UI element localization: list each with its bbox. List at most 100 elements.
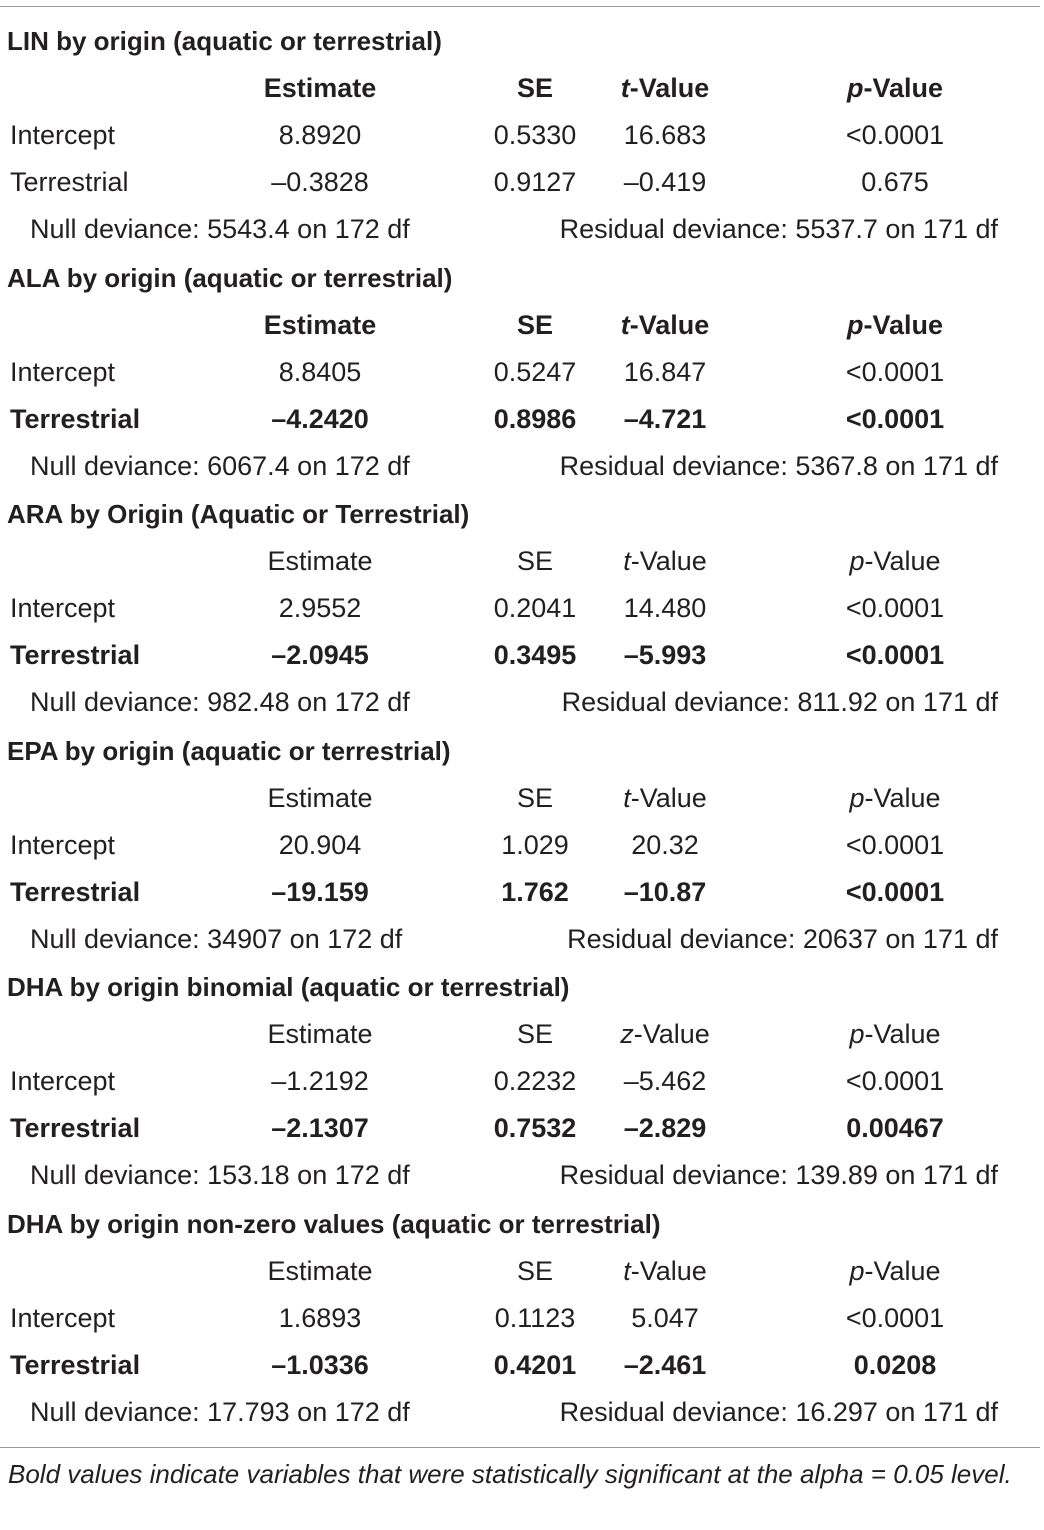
header-statistic: t-Value: [595, 775, 735, 822]
null-deviance: Null deviance: 153.18 on 172 df: [30, 1160, 410, 1191]
se-cell: 0.5247: [493, 356, 577, 387]
residual-deviance: Residual deviance: 20637 on 171 df: [567, 923, 998, 954]
p-value-cell: 0.0208: [853, 1350, 937, 1380]
header-statistic-letter: t: [623, 546, 631, 577]
header-estimate: Estimate: [267, 546, 373, 577]
header-se: SE: [516, 782, 554, 813]
se-cell: 1.029: [501, 829, 569, 860]
column-header-row: Estimate SE t-Value p-Value: [0, 1248, 1044, 1295]
row-label: Intercept: [10, 1066, 116, 1097]
deviance-row: Null deviance: 5543.4 on 172 df Residual …: [0, 206, 1044, 253]
estimate-cell: –2.1307: [271, 1113, 369, 1144]
header-p-letter: p: [849, 782, 865, 813]
header-se: SE: [516, 1256, 554, 1286]
statistic-cell: –2.829: [623, 1113, 707, 1144]
header-se: SE: [516, 546, 554, 577]
row-label: Intercept: [10, 593, 116, 624]
section-title: ALA by origin (aquatic or terrestrial): [7, 262, 453, 293]
statistic-cell: –4.721: [623, 403, 707, 434]
table-row: Terrestrial –19.159 1.762 –10.87 <0.0001: [0, 869, 1044, 916]
column-header-row: Estimate SE z-Value p-Value: [0, 1011, 1044, 1058]
table-row: Terrestrial –2.1307 0.7532 –2.829 0.00467: [0, 1105, 1044, 1152]
header-statistic-suffix: -Value: [629, 73, 710, 103]
se-cell: 0.9127: [493, 167, 577, 197]
header-p-suffix: -Value: [863, 309, 944, 340]
table-footnote: Bold values indicate variables that were…: [8, 1459, 1012, 1489]
null-deviance: Null deviance: 6067.4 on 172 df: [30, 450, 410, 481]
column-header-row: Estimate SE t-Value p-Value: [0, 775, 1044, 822]
header-estimate: Estimate: [267, 1256, 373, 1286]
deviance-row: Null deviance: 34907 on 172 df Residual d…: [0, 916, 1044, 963]
header-p-value: p-Value: [795, 1011, 995, 1058]
row-label: Terrestrial: [10, 1113, 141, 1144]
null-deviance: Null deviance: 982.48 on 172 df: [30, 687, 410, 718]
table-section: ARA by Origin (Aquatic or Terrestrial) Es…: [0, 490, 1044, 726]
residual-deviance: Residual deviance: 811.92 on 171 df: [561, 687, 998, 718]
header-statistic-letter: t: [623, 782, 631, 813]
row-label: Intercept: [10, 829, 116, 860]
row-label: Intercept: [10, 1303, 116, 1333]
table-section: DHA by origin binomial (aquatic or terre…: [0, 963, 1044, 1199]
residual-deviance: Residual deviance: 16.297 on 171 df: [559, 1397, 998, 1427]
header-p-letter: p: [849, 546, 865, 577]
se-cell: 0.2041: [493, 593, 577, 624]
p-value-cell: <0.0001: [845, 876, 945, 907]
row-label: Terrestrial: [10, 640, 141, 671]
deviance-row: Null deviance: 17.793 on 172 df Residual …: [0, 1389, 1044, 1436]
header-p-value: p-Value: [795, 1248, 995, 1295]
se-cell: 0.3495: [493, 640, 577, 671]
header-statistic-letter: t: [620, 309, 630, 340]
header-se: SE: [516, 1019, 554, 1050]
se-cell: 0.5330: [493, 120, 577, 150]
header-p-value: p-Value: [795, 775, 995, 822]
table-section: LIN by origin (aquatic or terrestrial) Es…: [0, 17, 1044, 253]
null-deviance: Null deviance: 5543.4 on 172 df: [30, 214, 410, 244]
table-row: Intercept –1.2192 0.2232 –5.462 <0.0001: [0, 1058, 1044, 1105]
column-header-row: Estimate SE t-Value p-Value: [0, 302, 1044, 349]
table-section: DHA by origin non-zero values (aquatic o…: [0, 1200, 1044, 1436]
row-label: Terrestrial: [10, 876, 141, 907]
header-statistic-suffix: -Value: [629, 309, 710, 340]
table-section: ALA by origin (aquatic or terrestrial) Es…: [0, 254, 1044, 490]
row-label: Terrestrial: [10, 1350, 141, 1380]
table-section: EPA by origin (aquatic or terrestrial) Es…: [0, 727, 1044, 963]
header-statistic: t-Value: [595, 538, 735, 585]
statistic-cell: 5.047: [631, 1303, 699, 1333]
header-p-letter: p: [849, 1019, 865, 1050]
p-value-cell: <0.0001: [845, 120, 945, 150]
table-row: Intercept 20.904 1.029 20.32 <0.0001: [0, 822, 1044, 869]
header-statistic: t-Value: [595, 65, 735, 112]
se-cell: 0.1123: [494, 1303, 576, 1333]
header-statistic-suffix: -Value: [633, 1019, 710, 1050]
table-top-rule: [0, 6, 1040, 7]
null-deviance: Null deviance: 34907 on 172 df: [30, 923, 403, 954]
p-value-cell: <0.0001: [845, 356, 945, 387]
se-cell: 0.2232: [493, 1066, 577, 1097]
row-label: Intercept: [10, 120, 116, 150]
null-deviance: Null deviance: 17.793 on 172 df: [30, 1397, 410, 1427]
section-title: ARA by Origin (Aquatic or Terrestrial): [7, 499, 470, 530]
p-value-cell: 0.675: [861, 167, 929, 197]
estimate-cell: 8.8405: [278, 356, 362, 387]
header-statistic: t-Value: [595, 1248, 735, 1295]
deviance-row: Null deviance: 6067.4 on 172 df Residual …: [0, 443, 1044, 490]
se-cell: 0.8986: [493, 403, 577, 434]
header-statistic: z-Value: [595, 1011, 735, 1058]
header-p-suffix: -Value: [864, 782, 941, 813]
row-label: Terrestrial: [10, 167, 129, 197]
estimate-cell: –2.0945: [271, 640, 369, 671]
section-title: DHA by origin non-zero values (aquatic o…: [7, 1209, 661, 1239]
header-p-suffix: -Value: [864, 1019, 941, 1050]
estimate-cell: –1.2192: [271, 1066, 369, 1097]
p-value-cell: <0.0001: [845, 1303, 945, 1333]
p-value-cell: <0.0001: [845, 593, 945, 624]
estimate-cell: –4.2420: [271, 403, 369, 434]
deviance-row: Null deviance: 982.48 on 172 df Residual …: [0, 679, 1044, 726]
header-p-suffix: -Value: [863, 73, 944, 103]
table-row: Terrestrial –0.3828 0.9127 –0.419 0.675: [0, 159, 1044, 206]
header-statistic-suffix: -Value: [630, 1256, 707, 1286]
statistic-cell: –2.461: [623, 1350, 707, 1380]
table-row: Intercept 8.8405 0.5247 16.847 <0.0001: [0, 349, 1044, 396]
header-p-suffix: -Value: [864, 546, 941, 577]
table-bottom-rule: [0, 1447, 1040, 1448]
